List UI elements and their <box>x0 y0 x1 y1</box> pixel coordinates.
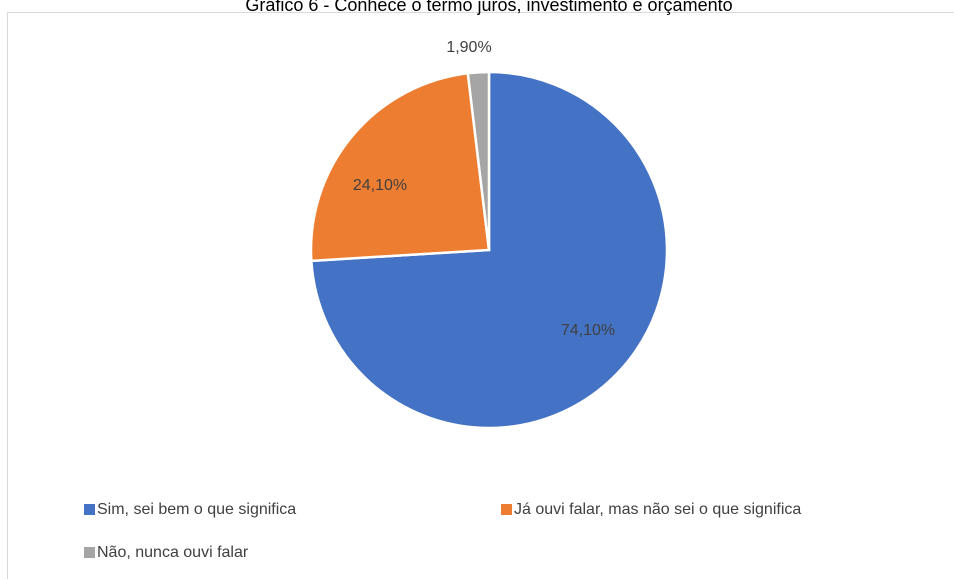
chart-title: Gráfico 6 - Conhece o termo juros, inves… <box>245 0 732 15</box>
legend-label: Não, nunca ouvi falar <box>97 544 249 561</box>
legend-label: Sim, sei bem o que significa <box>97 501 296 518</box>
legend-swatch <box>84 504 95 515</box>
data-label: 24,10% <box>353 177 407 194</box>
data-label: 1,90% <box>446 39 491 56</box>
legend-swatch <box>84 547 95 558</box>
pie-slice <box>309 71 491 263</box>
data-label: 74,10% <box>561 322 615 339</box>
pie-slice <box>466 70 491 251</box>
legend-label: Já ouvi falar, mas não sei o que signifi… <box>514 501 801 518</box>
legend-swatch <box>501 504 512 515</box>
